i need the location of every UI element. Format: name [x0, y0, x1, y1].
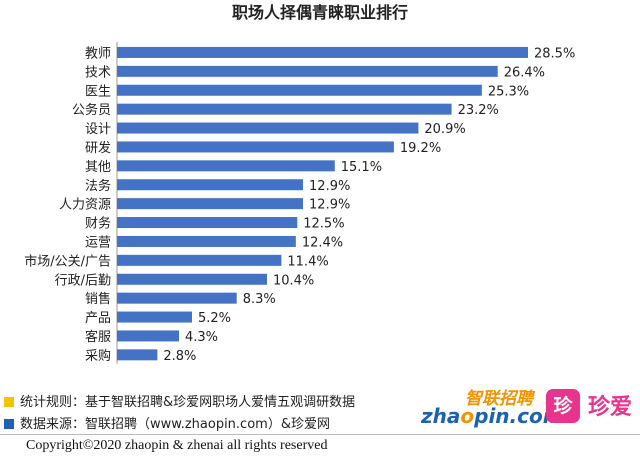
blue-square-icon	[4, 419, 14, 429]
bar	[117, 65, 498, 77]
bar	[117, 46, 528, 58]
category-label: 财务	[85, 216, 111, 232]
value-label: 11.4%	[287, 254, 328, 269]
bar	[117, 160, 335, 172]
category-label: 其他	[85, 160, 111, 175]
footer-divider	[0, 434, 640, 435]
category-label: 人力资源	[59, 198, 111, 213]
category-label: 运营	[85, 235, 111, 250]
value-label: 4.3%	[185, 330, 218, 345]
data-source-note: 数据来源：智联招聘（www.zhaopin.com）&珍爱网	[0, 413, 330, 432]
category-label: 公务员	[72, 102, 111, 118]
category-label: 采购	[85, 348, 111, 364]
data-source-text: 数据来源：智联招聘（www.zhaopin.com）&珍爱网	[20, 417, 330, 432]
value-label: 25.3%	[488, 84, 529, 99]
category-label: 教师	[85, 45, 111, 61]
value-label: 28.5%	[534, 46, 575, 61]
category-label: 产品	[85, 311, 111, 326]
bar	[117, 198, 304, 210]
bar-chart: 职场人择偶青睐职业排行 教师 28.5% 技术 26.4% 医生 25.3% 公务员 23.2…	[24, 3, 575, 364]
bar	[117, 217, 298, 229]
category-label: 市场/公关/广告	[24, 253, 111, 269]
zhaopin-logo-part-a: zha	[421, 404, 461, 428]
value-label: 19.2%	[400, 141, 441, 156]
bar	[117, 235, 296, 247]
value-label: 15.1%	[341, 160, 382, 175]
value-label: 8.3%	[243, 292, 276, 307]
bar	[117, 122, 419, 134]
category-label: 设计	[85, 122, 111, 137]
statistics-rule-note: 统计规则：基于智联招聘&珍爱网职场人爱情五观调研数据	[0, 391, 355, 410]
bar	[117, 84, 482, 96]
value-label: 12.4%	[302, 235, 343, 250]
yellow-square-icon	[4, 397, 14, 407]
bar	[117, 273, 267, 285]
category-label: 技术	[85, 65, 111, 80]
category-label: 客服	[85, 329, 111, 345]
bar	[117, 292, 237, 304]
value-label: 26.4%	[504, 65, 545, 80]
zhaopin-logo-part-b: o	[460, 404, 475, 428]
category-label: 销售	[85, 291, 111, 307]
zhaopin-logo-chinese: 智联招聘	[465, 389, 533, 409]
value-label: 12.5%	[303, 217, 344, 232]
bar	[117, 179, 304, 191]
copyright-text: Copyright©2020 zhaopin & zhenai all righ…	[26, 438, 328, 453]
zhaopin-logo-url: zhaopin.com	[421, 404, 564, 428]
category-label: 行政/后勤	[55, 273, 111, 288]
value-label: 12.9%	[309, 198, 350, 213]
bar	[117, 311, 192, 323]
value-label: 10.4%	[273, 273, 314, 288]
bar	[117, 330, 180, 342]
category-label: 医生	[85, 84, 111, 99]
category-label: 研发	[85, 140, 111, 156]
bar	[117, 349, 158, 361]
bar	[117, 254, 282, 266]
value-label: 12.9%	[309, 179, 350, 194]
zhenai-logo-badge: 珍爱	[546, 389, 580, 451]
value-label: 23.2%	[458, 103, 499, 118]
value-label: 2.8%	[163, 349, 196, 364]
category-label: 法务	[85, 178, 111, 194]
bar	[117, 103, 452, 115]
value-label: 5.2%	[198, 311, 231, 326]
chart-title: 职场人择偶青睐职业排行	[232, 3, 408, 22]
value-label: 20.9%	[424, 122, 465, 137]
zhenai-logo-text: 珍爱	[588, 395, 633, 420]
statistics-rule-text: 统计规则：基于智联招聘&珍爱网职场人爱情五观调研数据	[20, 395, 356, 410]
bar	[117, 141, 394, 153]
